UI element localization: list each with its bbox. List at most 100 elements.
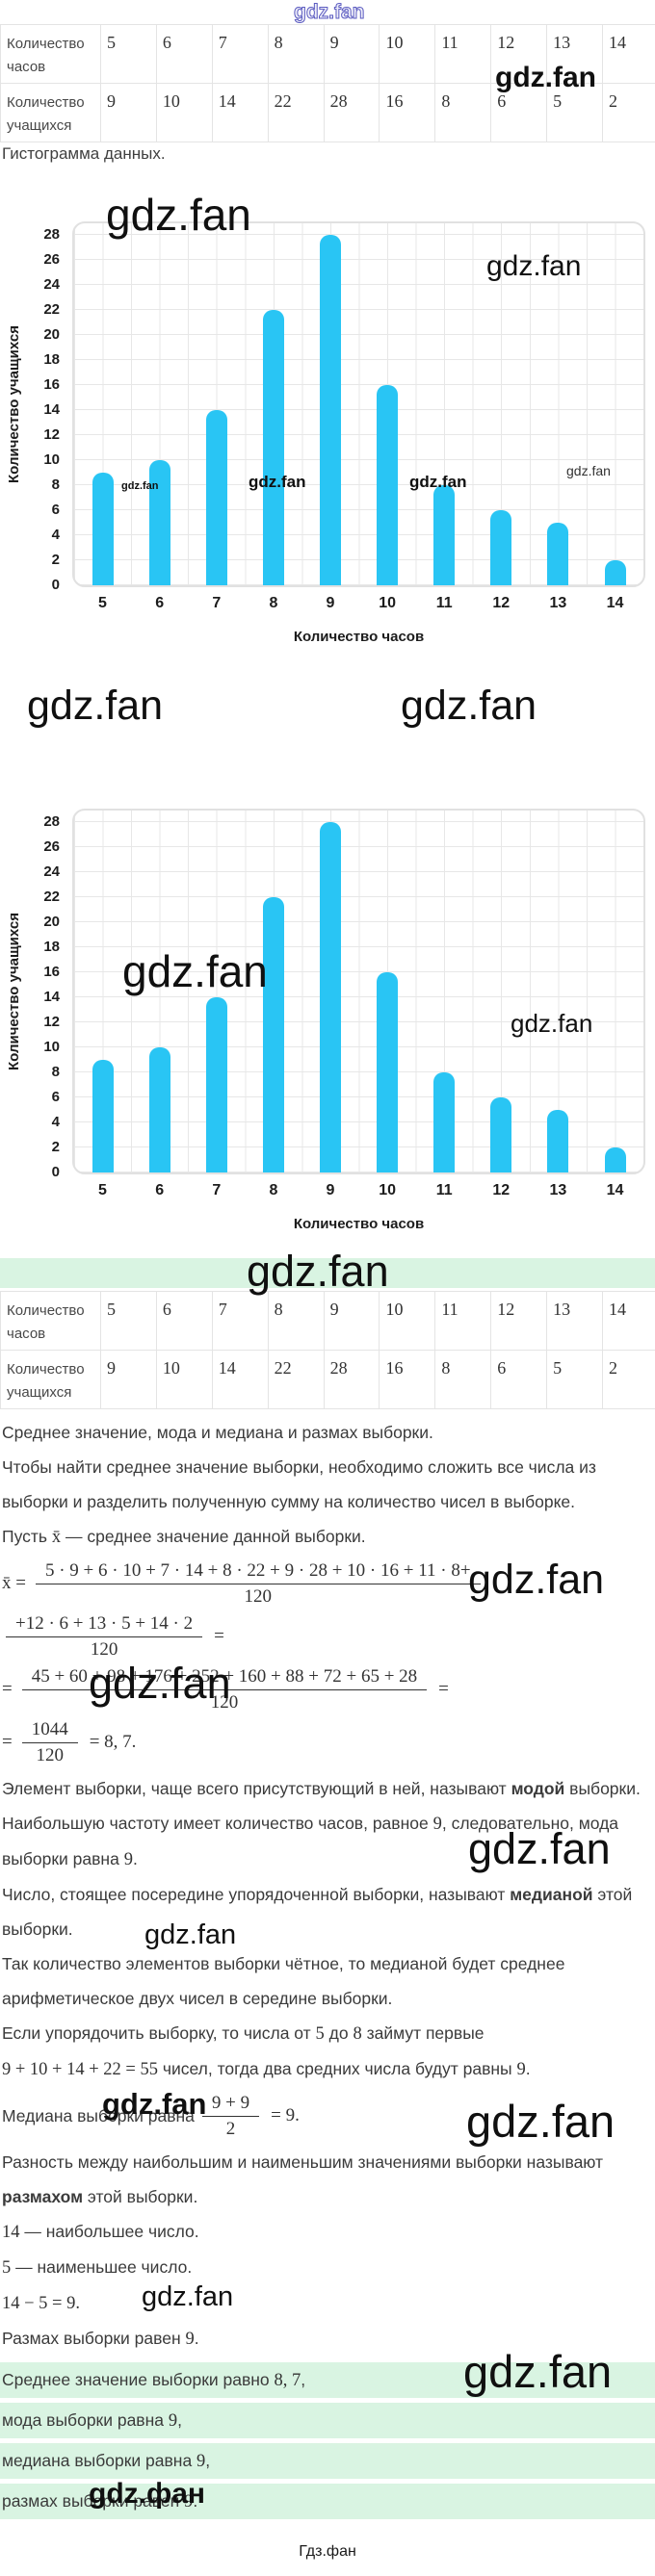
histogram-caption: Гистограмма данных.: [2, 144, 166, 163]
text-run: до: [324, 2023, 354, 2043]
plot-area: [72, 809, 645, 1174]
y-axis-tick: 12: [43, 426, 60, 443]
text-run: , следовательно, мода выборки равна: [2, 1814, 619, 1868]
text-run: мода выборки равна: [2, 2410, 169, 2430]
paragraph: Чтобы найти среднее значение выборки, не…: [0, 1450, 655, 1519]
bar-11: [433, 485, 456, 585]
bar-10: [377, 972, 399, 1172]
y-axis-tick: 22: [43, 889, 60, 905]
text-run: Число, стоящее посередине упорядоченной …: [2, 1885, 511, 1904]
y-axis-tick: 24: [43, 863, 60, 880]
footer-watermark: Гдз.фан: [299, 2543, 356, 2560]
data-table-bottom: Количество часов 5 6 7 8 9 10 11 12 13 14 Количеств…: [0, 1291, 655, 1409]
bar-14: [604, 560, 626, 585]
bold-term: модой: [511, 1779, 565, 1798]
bar-chart-2: 0 2 4 6 8 10 12 14 16 18 20 22 24 26 28 5 6 7 8 9 10 11 12 13 14…: [0, 763, 655, 1264]
text-run: .: [132, 1849, 138, 1868]
text-run: размах выборки равен: [2, 2491, 185, 2511]
formula-line: Медиана выборки равна 9 + 9 2 = 9.: [2, 2091, 655, 2141]
y-axis-tick: 14: [43, 989, 60, 1005]
math-value: 9: [516, 2060, 526, 2079]
y-axis-tick: 28: [43, 813, 60, 830]
text-run: этой выборки.: [83, 2187, 198, 2206]
formula-text: x̄ =: [2, 1573, 26, 1593]
math-value: 5: [2, 2258, 12, 2278]
bar-5: [92, 473, 114, 585]
x-axis-label: 8: [269, 595, 278, 611]
paragraph: Пусть x̄ — среднее значение данной выбор…: [0, 1519, 655, 1555]
text-run: — наибольшее число.: [19, 2222, 199, 2241]
value-cell: 8: [434, 83, 492, 142]
formula-line: x̄ = 5 · 9 + 6 · 10 + 7 · 14 + 8 · 22 + 9…: [2, 1558, 655, 1609]
formula-text: = 9.: [271, 2105, 300, 2125]
x-axis-label: 5: [98, 1182, 107, 1198]
summary-line-median: медиана выборки равна 9,: [0, 2443, 655, 2479]
summary-line-range: размах выборки равен 9.: [0, 2484, 655, 2519]
x-axis-label: 11: [435, 1182, 453, 1198]
formula-text: = 8, 7.: [89, 1732, 137, 1752]
y-axis-tick: 6: [51, 1089, 60, 1105]
math-value: 14: [2, 2223, 20, 2242]
y-axis-tick: 22: [43, 301, 60, 318]
bold-term: размахом: [2, 2187, 84, 2206]
value-cell: 7: [211, 24, 269, 84]
x-axis-label: 14: [606, 1182, 624, 1198]
watermark: gdz.fan: [294, 1, 365, 23]
text-run: .: [525, 2059, 531, 2078]
y-axis-tick: 0: [51, 577, 60, 593]
text-run: Среднее значение выборки равно: [2, 2370, 275, 2389]
y-axis-tick: 8: [51, 1064, 60, 1080]
value-cell: 12: [490, 1291, 548, 1351]
text-run: чисел, тогда два средних числа будут рав…: [157, 2059, 517, 2078]
summary-line-mode: мода выборки равна 9,: [0, 2403, 655, 2438]
y-axis-tick: 4: [51, 1114, 60, 1130]
math-value: 9: [196, 2452, 206, 2471]
text-run: Если упорядочить выборку, то числа от: [2, 2023, 316, 2043]
value-cell: 8: [267, 1291, 325, 1351]
value-cell: 12: [490, 24, 548, 84]
value-cell: 9: [323, 24, 380, 84]
paragraph: Элемент выборки, чаще всего присутствующ…: [0, 1771, 655, 1806]
row-label-cell: Количество учащихся: [0, 1350, 101, 1409]
formula-line: = 45 + 60 + 98 + 176 + 252 + 160 + 88 + 7…: [2, 1664, 655, 1714]
paragraph: 5 — наименьшее число.: [0, 2250, 655, 2285]
bar-chart-1: 0 2 4 6 8 10 12 14 16 18 20 22 24 26 28 5 6 7 8 9 10 11 12 13 14…: [0, 176, 655, 677]
value-cell: 14: [602, 1291, 655, 1351]
value-cell: 11: [434, 1291, 492, 1351]
formula-line: = 1044 120 = 8, 7.: [2, 1717, 655, 1767]
paragraph: Наибольшую частоту имеет количество часо…: [0, 1806, 655, 1877]
x-axis-title: Количество часов: [293, 629, 425, 645]
table-row: Количество часов 5 6 7 8 9 10 11 12 13 14: [0, 1291, 655, 1351]
y-axis-tick: 16: [43, 376, 60, 393]
math-value: 5: [315, 2024, 325, 2044]
formula-text: +12 · 6 + 13 · 5 + 14 · 2: [6, 1613, 203, 1637]
plot-area: [72, 221, 645, 587]
y-axis-tick: 6: [51, 502, 60, 518]
fraction: 45 + 60 + 98 + 176 + 252 + 160 + 88 + 72…: [21, 1666, 428, 1713]
text-run: выборки.: [564, 1779, 641, 1798]
text-run: Разность между наибольшим и наименьшим з…: [2, 2152, 604, 2172]
x-axis-label: 14: [606, 595, 624, 611]
y-axis-tick: 28: [43, 226, 60, 243]
x-axis-label: 12: [492, 1182, 511, 1198]
text-run: Так количество элементов выборки чётное,…: [2, 1954, 565, 2008]
y-axis-tick: 14: [43, 401, 60, 418]
y-axis-tick: 8: [51, 477, 60, 493]
value-cell: 14: [211, 83, 269, 142]
bar-14: [604, 1147, 626, 1172]
y-axis-tick: 16: [43, 964, 60, 980]
value-cell: 10: [379, 1291, 436, 1351]
y-axis-tick: 24: [43, 276, 60, 293]
text-run: Пусть: [2, 1527, 52, 1546]
paragraph: Если упорядочить выборку, то числа от 5 …: [0, 2016, 655, 2051]
math-value: 9: [432, 1815, 442, 1834]
y-axis-tick: 20: [43, 914, 60, 930]
formula-text: Медиана выборки равна: [2, 2105, 195, 2125]
value-cell: 10: [379, 24, 436, 84]
x-axis-label: 13: [549, 1182, 567, 1198]
bar-13: [547, 1110, 569, 1172]
value-cell: 6: [155, 24, 213, 84]
value-cell: 10: [155, 83, 213, 142]
bar-11: [433, 1072, 456, 1172]
y-axis-tick: 26: [43, 251, 60, 268]
